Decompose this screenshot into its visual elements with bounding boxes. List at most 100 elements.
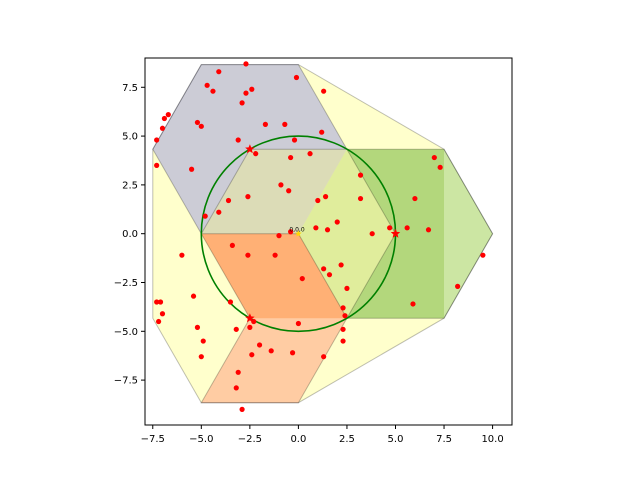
scatter-point-48 [272,252,278,258]
scatter-point-57 [455,283,461,289]
scatter-point-64 [155,318,162,325]
scatter-point-71 [233,326,239,332]
scatter-point-28 [245,194,251,200]
scatter-point-23 [154,162,160,168]
scatter-point-33 [315,197,321,204]
scatter-point-61 [227,299,234,305]
scatter-point-6 [293,74,300,81]
scatter-point-13 [194,119,201,126]
overlap-region-1 [201,233,347,319]
scatter-point-74 [268,348,274,354]
scatter-point-36 [334,219,340,225]
outer-hull-polygon [152,64,494,404]
scatter-point-19 [291,137,298,143]
y-tick-label-0: −7.5 [114,376,138,387]
y-tick-label-5: 5.0 [122,132,138,143]
scatter-point-11 [159,125,166,131]
scatter-point-32 [412,195,418,202]
scatter-point-44 [437,164,443,170]
scatter-point-83 [239,406,245,412]
scatter-point-31 [357,195,364,202]
scatter-point-16 [282,121,288,127]
x-tick-label-6: 7.5 [436,434,452,445]
y-tick-label-4: 2.5 [122,180,138,191]
axes-frame [144,57,513,426]
scatter-point-41 [404,225,410,231]
scatter-point-7 [321,88,327,94]
scatter-point-25 [357,172,364,178]
scatter-point-52 [321,266,327,272]
y-tick-label-6: 7.5 [122,83,138,94]
scatter-point-59 [157,299,164,305]
scatter-point-4 [249,86,255,92]
scatter-point-2 [204,82,210,88]
scatter-point-40 [387,225,393,231]
scatter-point-76 [200,338,206,344]
overlap-region-0 [201,149,347,234]
scatter-point-46 [276,233,282,239]
x-tick-label-1: −5.0 [189,434,213,445]
scatter-point-43 [431,154,437,161]
scatter-point-9 [165,112,171,118]
y-tick-label-3: 0.0 [122,229,138,240]
scatter-point-78 [198,354,204,360]
scatter-point-62 [251,318,257,325]
scatter-point-29 [225,197,232,204]
scatter-point-47 [229,242,235,249]
scatter-point-17 [319,129,325,135]
scatter-point-30 [322,194,329,200]
scatter-point-37 [313,225,319,231]
scatter-point-27 [286,188,292,194]
scatter-point-77 [249,352,255,358]
x-tick-label-3: 0.0 [290,434,306,445]
x-tick-label-5: 5.0 [388,434,404,445]
y-tick-label-2: −2.5 [114,278,138,289]
scatter-point-66 [340,326,346,332]
axes: −7.5 −5.0 −2.5 0.0 2.5 5.0 7.5 10.0 −7.5 −5.0 −2.5… [114,57,513,445]
scatter-point-14 [198,123,204,129]
scatter-point-72 [247,324,253,330]
scatter-point-81 [235,369,241,375]
scatter-point-67 [342,313,348,319]
x-tick-label-0: −7.5 [141,434,165,445]
scatter-point-79 [321,354,327,360]
scatter-point-75 [289,350,296,356]
x-tick-label-2: −2.5 [238,434,262,445]
x-tick-label-7: 10.0 [481,434,503,445]
scatter-point-34 [202,213,208,219]
scatter-point-58 [154,299,160,305]
scatter-point-68 [340,305,346,311]
scatter-point-50 [179,252,185,258]
x-tick-label-4: 2.5 [339,434,355,445]
scatter-point-39 [369,231,375,237]
scatter-point-20 [253,151,259,157]
scatter-point-54 [299,275,305,282]
scatter-point-70 [194,324,201,330]
scatter-point-82 [233,385,239,391]
scatter-point-80 [340,338,346,344]
scatter-point-63 [159,311,166,317]
scatter-point-10 [161,115,168,122]
origin-label: 0,0,0 [289,227,304,234]
scatter-point-38 [324,227,331,233]
scatter-point-22 [307,151,313,157]
scatter-point-26 [278,182,284,188]
center-star-0 [245,144,255,154]
scatter-point-49 [245,252,251,258]
scatter-point-56 [480,252,486,258]
plot-content: 0,0,0 [152,61,494,412]
scatter-point-21 [288,154,294,161]
scatter-point-45 [288,229,294,235]
scatter-point-35 [216,209,222,215]
center-star-2 [390,228,401,238]
scatter-point-5 [243,90,249,96]
scatter-point-3 [210,88,216,94]
scatter-point-24 [189,166,195,172]
center-star-1 [245,313,255,323]
origin-marker [295,230,302,237]
scatter-point-73 [256,342,263,348]
scatter-point-8 [239,100,245,106]
scatter-point-53 [326,272,333,278]
scatter-point-15 [262,121,268,127]
